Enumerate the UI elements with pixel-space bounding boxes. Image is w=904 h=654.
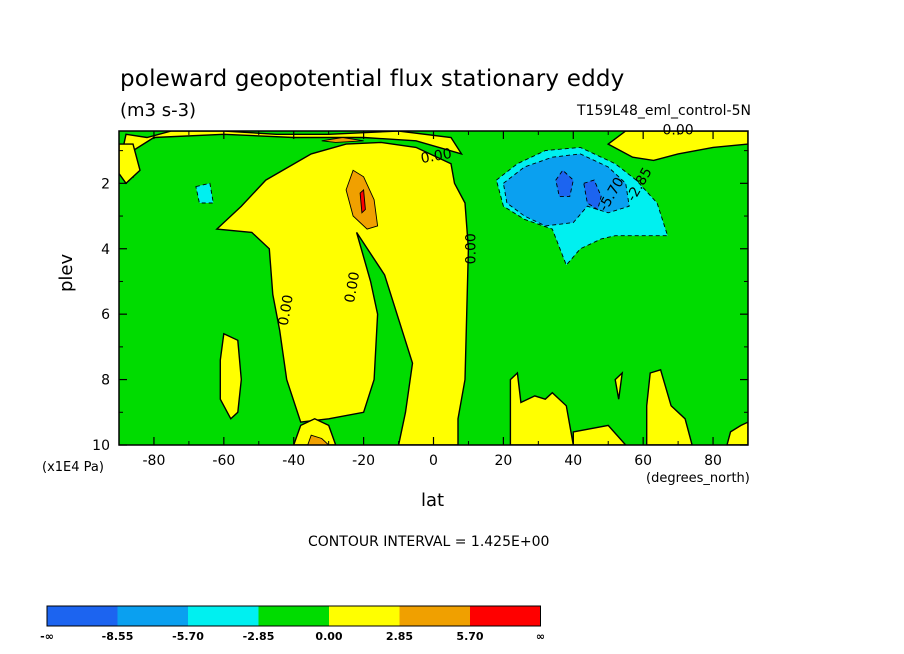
colorbar-swatch-5 [329,606,400,626]
y-tick-label: 2 [101,176,110,192]
contour-region-1 [119,131,464,179]
dataset-label: T159L48_eml_control-5N [577,103,751,119]
colorbar-label: -5.70 [172,630,204,643]
contour-region-20 [583,179,602,211]
contour-label-3: 0.00 [276,293,297,326]
colorbar-swatch-7 [470,606,541,626]
x-axis: -80 -60 -40 -20 0 20 40 60 80 [118,131,749,469]
contour-region-19 [555,169,574,197]
contour-region-5 [292,418,337,445]
contour-region-13 [307,434,330,445]
contour-region-7 [509,371,575,445]
x-tick-label: -20 [352,453,375,469]
contour-region-14 [321,137,364,143]
contour-region-9 [646,368,693,445]
colorbar-label: ∞ [536,630,545,643]
y-axis: 2 4 6 8 10 [92,150,748,454]
x-tick-label: 20 [494,453,512,469]
contour-region-16 [195,182,214,204]
chart-units: (m3 s-3) [120,100,197,121]
y-tick-label: 8 [101,373,110,389]
contour-label-1: 0.00 [420,146,453,167]
x-axis-label: lat [421,490,445,511]
colorbar-label: 0.00 [315,630,342,643]
chart-title: poleward geopotential flux stationary ed… [120,66,625,92]
colorbar-swatch-2 [117,606,188,626]
colorbar: -∞ -8.55 -5.70 -2.85 0.00 2.85 5.70 ∞ [40,605,545,643]
y-axis-unit: (x1E4 Pa) [42,460,104,475]
contour-region-3 [119,143,141,185]
y-tick-label: 6 [101,307,110,323]
contour-region-11 [614,371,624,400]
contour-region-4 [219,332,243,420]
y-axis-label: plev [56,253,77,292]
colorbar-label: 2.85 [386,630,413,643]
x-tick-label: 60 [634,453,652,469]
contour-regions [119,131,748,445]
x-tick-label: -60 [212,453,235,469]
colorbar-label: -2.85 [243,630,275,643]
colorbar-label: 5.70 [456,630,483,643]
contour-label-4: 0.00 [342,271,363,304]
y-tick-label: 4 [101,242,110,258]
contour-region-2 [215,141,470,445]
contour-region-10 [726,421,748,445]
colorbar-swatch-6 [399,606,470,626]
x-tick-label: 0 [429,453,438,469]
colorbar-label: -8.55 [102,630,134,643]
colorbar-swatch-3 [188,606,259,626]
colorbar-label: -∞ [40,630,54,643]
contour-region-15 [359,188,366,214]
colorbar-swatch-4 [258,606,329,626]
colorbar-frame [46,605,541,627]
colorbar-swatch-1 [47,606,118,626]
x-tick-label: -40 [282,453,305,469]
y-tick-label: 10 [92,438,110,454]
x-tick-label: 40 [564,453,582,469]
x-axis-unit: (degrees_north) [646,471,750,486]
contour-label-2: 0.00 [463,233,479,264]
contour-interval: CONTOUR INTERVAL = 1.425E+00 [308,534,550,550]
x-tick-label: 80 [704,453,722,469]
x-tick-label: -80 [143,453,166,469]
